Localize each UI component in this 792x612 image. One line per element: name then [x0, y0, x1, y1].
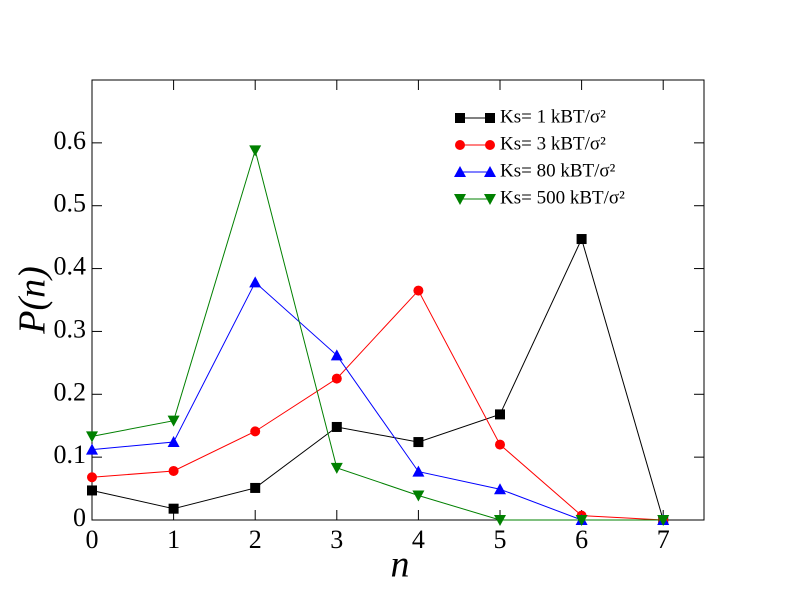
marker [87, 485, 97, 496]
x-axis-label: n [391, 544, 410, 586]
series-line [91, 237, 664, 521]
y-axis-label: P(n) [12, 266, 54, 335]
marker [87, 472, 97, 483]
y-tick-label: 0.2 [54, 377, 87, 406]
marker [331, 373, 342, 384]
marker [485, 113, 495, 123]
x-tick-label: 5 [494, 525, 507, 554]
marker [576, 234, 587, 245]
x-tick-label: 6 [575, 525, 588, 554]
marker [484, 166, 496, 177]
marker [249, 276, 262, 288]
series-line [91, 281, 664, 521]
marker [250, 482, 261, 493]
x-tick-label: 1 [167, 525, 180, 554]
marker [657, 515, 670, 526]
marker [413, 285, 424, 296]
marker [167, 415, 180, 427]
marker [167, 436, 180, 448]
legend-label: Ks= 80 kBT/σ² [500, 160, 616, 181]
y-tick-label: 0.3 [54, 314, 87, 343]
marker [250, 426, 261, 437]
y-tick-label: 0.4 [54, 252, 87, 281]
y-tick-label: 0.6 [54, 126, 87, 155]
x-tick-label: 4 [412, 525, 425, 554]
series-line [91, 148, 664, 521]
marker [412, 465, 425, 477]
y-tick-label: 0.1 [54, 440, 87, 469]
marker [86, 431, 98, 443]
series-line [91, 289, 664, 521]
marker [330, 462, 343, 474]
marker [168, 503, 179, 514]
x-tick-label: 2 [249, 525, 262, 554]
marker [331, 421, 342, 432]
marker [455, 113, 465, 123]
marker [484, 194, 496, 205]
x-tick-label: 3 [330, 525, 343, 554]
legend-label: Ks= 1 kBT/σ² [500, 106, 606, 127]
marker [575, 515, 588, 526]
marker [454, 166, 466, 177]
y-tick-label: 0 [73, 503, 86, 532]
marker [413, 437, 424, 448]
marker [495, 409, 505, 420]
marker [330, 349, 343, 361]
marker [168, 465, 179, 476]
legend-label: Ks= 3 kBT/σ² [500, 133, 606, 154]
marker [454, 194, 466, 205]
x-tick-label: 0 [86, 525, 99, 554]
marker [412, 490, 425, 502]
marker [249, 145, 262, 157]
marker [86, 443, 98, 455]
marker [495, 439, 505, 450]
x-tick-label: 7 [657, 525, 670, 554]
marker [494, 515, 506, 526]
marker [494, 483, 506, 495]
plot-frame [91, 79, 705, 521]
marker [485, 140, 495, 150]
legend-label: Ks= 500 kBT/σ² [500, 187, 625, 208]
y-tick-label: 0.5 [54, 189, 87, 218]
marker [455, 140, 465, 150]
